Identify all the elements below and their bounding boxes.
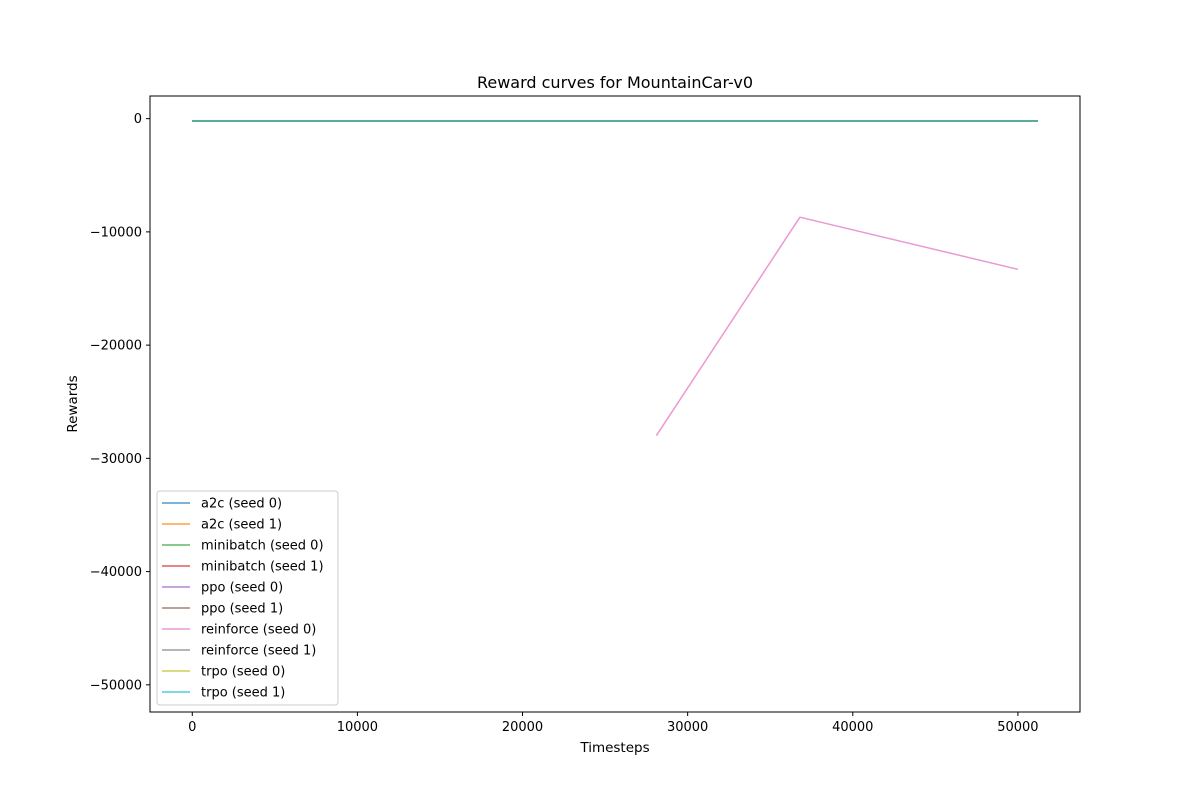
legend-box bbox=[156, 490, 339, 706]
x-tick-label: 20000 bbox=[502, 720, 543, 735]
y-tick-label: −20000 bbox=[90, 339, 142, 354]
x-axis-label: Timesteps bbox=[579, 740, 649, 756]
legend-label: trpo (seed 1) bbox=[201, 686, 285, 701]
legend-label: a2c (seed 0) bbox=[201, 497, 282, 512]
legend-label: ppo (seed 0) bbox=[201, 581, 283, 596]
legend-label: trpo (seed 0) bbox=[201, 665, 285, 680]
axes-layer: 0 10000 20000 30000 40000 50000 0 −10000 −20000 −… bbox=[90, 112, 1039, 735]
legend-label: reinforce (seed 1) bbox=[201, 644, 316, 659]
y-tick-label: −10000 bbox=[90, 225, 142, 240]
series-line-reinforce-seed-0 bbox=[655, 216, 1019, 437]
x-tick-label: 0 bbox=[188, 720, 196, 735]
plot-area-frame bbox=[149, 95, 1081, 713]
legend-label: minibatch (seed 1) bbox=[201, 560, 324, 575]
x-tick-label: 40000 bbox=[832, 720, 873, 735]
series-layer bbox=[192, 120, 1038, 437]
y-tick-label: −40000 bbox=[90, 565, 142, 580]
legend-label: a2c (seed 1) bbox=[201, 518, 282, 533]
y-tick-label: −30000 bbox=[90, 452, 142, 467]
chart-title: Reward curves for MountainCar-v0 bbox=[477, 73, 753, 92]
legend-label: minibatch (seed 0) bbox=[201, 539, 324, 554]
legend-label: ppo (seed 1) bbox=[201, 602, 283, 617]
legend-label: reinforce (seed 0) bbox=[201, 623, 316, 638]
x-tick-label: 30000 bbox=[667, 720, 708, 735]
y-axis-label: Rewards bbox=[65, 375, 81, 432]
y-tick-label: 0 bbox=[134, 112, 142, 127]
legend: a2c (seed 0) a2c (seed 1) minibatch (seed … bbox=[156, 490, 339, 706]
y-tick-label: −50000 bbox=[90, 678, 142, 693]
x-tick-label: 50000 bbox=[997, 720, 1038, 735]
x-tick-label: 10000 bbox=[337, 720, 378, 735]
